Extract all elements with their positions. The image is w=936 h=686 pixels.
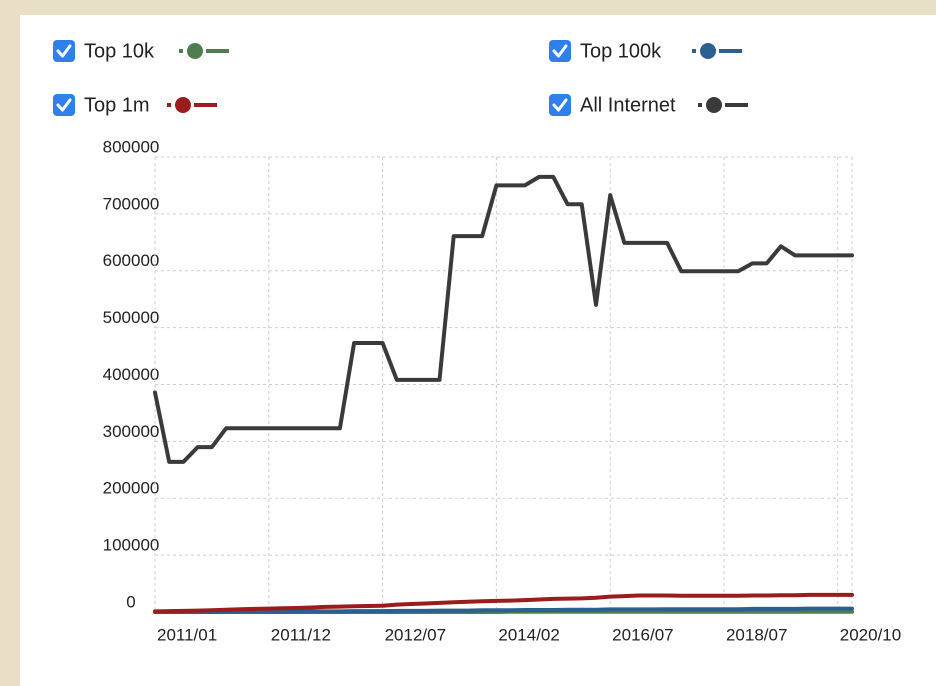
legend-label[interactable]: All Internet — [580, 94, 676, 116]
legend-checkbox[interactable] — [53, 40, 75, 62]
checkmark — [56, 44, 72, 58]
legend-icon-circle — [187, 43, 203, 59]
x-tick-label: 2020/10 — [840, 625, 901, 644]
checkmark — [552, 98, 568, 112]
y-tick-label: 300000 — [103, 422, 160, 441]
legend-label[interactable]: Top 1m — [84, 94, 150, 116]
series-line — [153, 592, 854, 614]
x-tick-label: 2011/01 — [157, 625, 217, 644]
y-tick-label: 700000 — [103, 194, 160, 213]
y-tick-label: 100000 — [103, 536, 160, 555]
legend-icon-circle — [175, 97, 191, 113]
legend-icon-dot — [692, 49, 696, 53]
checkmark — [552, 44, 568, 58]
legend-checkbox[interactable] — [549, 40, 571, 62]
legend-icon-dot — [698, 103, 702, 107]
panel — [20, 15, 936, 686]
y-tick-label: 200000 — [103, 479, 160, 498]
y-tick-label: 0 — [126, 592, 135, 611]
checkmark — [56, 98, 72, 112]
legend-label[interactable]: Top 10k — [84, 40, 155, 62]
legend-icon-circle — [700, 43, 716, 59]
legend-icon-circle — [706, 97, 722, 113]
y-tick-label: 400000 — [103, 365, 160, 384]
legend-label[interactable]: Top 100k — [580, 40, 662, 62]
legend-checkbox[interactable] — [53, 94, 75, 116]
series-line — [153, 606, 854, 614]
y-tick-label: 800000 — [103, 137, 160, 156]
legend-icon-dot — [179, 49, 183, 53]
y-tick-label: 500000 — [103, 308, 160, 327]
x-tick-label: 2016/07 — [612, 625, 673, 644]
series-line — [153, 174, 854, 464]
x-tick-label: 2014/02 — [498, 625, 559, 644]
y-tick-label: 600000 — [103, 251, 160, 270]
legend-checkbox[interactable] — [549, 94, 571, 116]
x-tick-label: 2012/07 — [385, 625, 446, 644]
legend-icon-dot — [167, 103, 171, 107]
x-tick-label: 2018/07 — [726, 625, 787, 644]
x-tick-label: 2011/12 — [271, 625, 331, 644]
